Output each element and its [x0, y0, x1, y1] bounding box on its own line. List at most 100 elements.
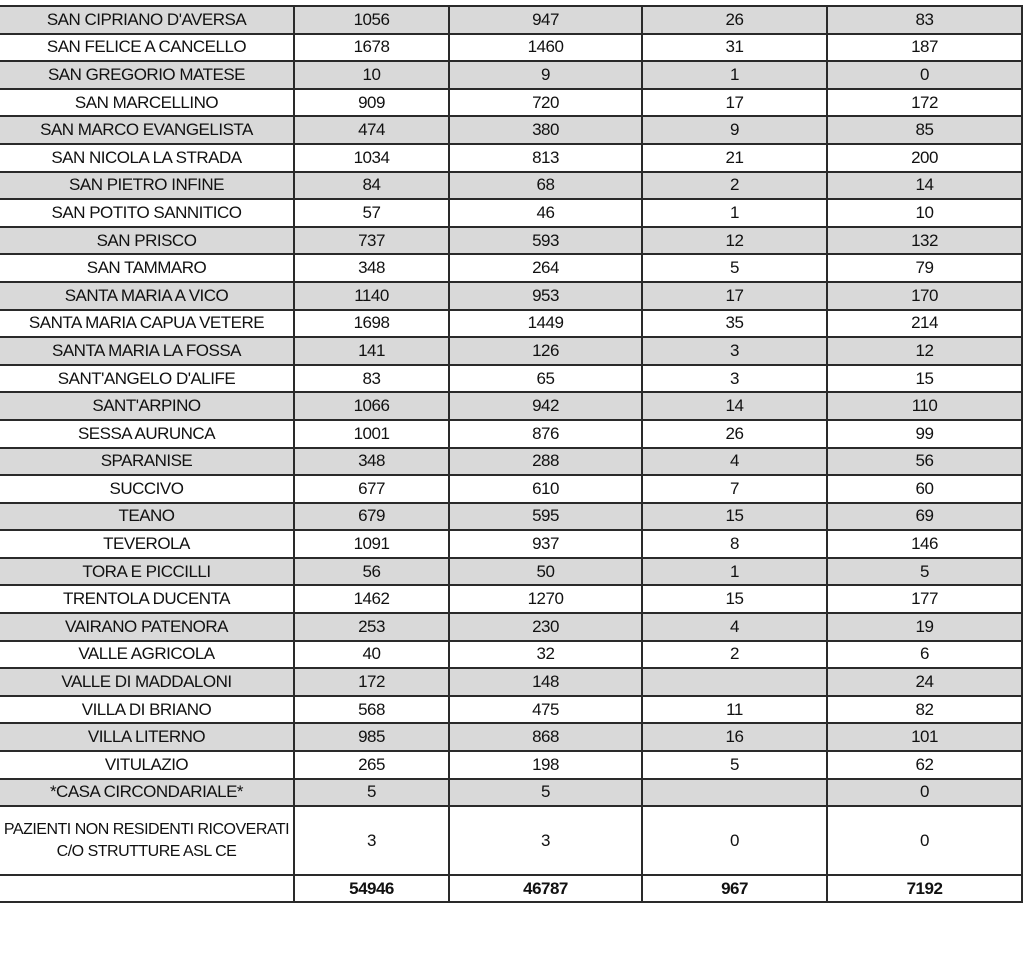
municipality-cell: SESSA AURUNCA	[0, 418, 295, 449]
municipality-cell: SPARANISE	[0, 446, 295, 477]
value-cell: 4	[641, 446, 828, 477]
value-cell: 14	[641, 391, 828, 421]
value-cell: 5	[641, 253, 828, 283]
municipality-cell: SAN FELICE A CANCELLO	[0, 32, 295, 63]
value-cell: 568	[293, 694, 450, 725]
value-cell: 50	[448, 556, 643, 587]
value-cell: 1678	[293, 32, 450, 63]
value-cell: 5	[641, 750, 828, 780]
value-cell: 1	[641, 60, 828, 90]
value-cell: 101	[826, 722, 1023, 753]
value-cell: 876	[448, 418, 643, 449]
value-cell: 0	[826, 60, 1023, 90]
value-cell: 26	[641, 5, 828, 35]
value-cell: 83	[293, 363, 450, 394]
municipality-cell: VILLA LITERNO	[0, 722, 295, 753]
totals-row: 54946 46787 967 7192	[0, 874, 1023, 904]
value-cell: 1270	[448, 584, 643, 615]
value-cell: 12	[641, 225, 828, 256]
total-value-cell: 967	[641, 874, 828, 904]
value-cell: 170	[826, 280, 1023, 311]
municipality-cell: SANT'ANGELO D'ALIFE	[0, 363, 295, 394]
value-cell: 813	[448, 142, 643, 173]
value-cell: 1460	[448, 32, 643, 63]
value-cell: 15	[641, 584, 828, 615]
value-cell: 937	[448, 529, 643, 559]
value-cell: 200	[826, 142, 1023, 173]
municipality-cell: VALLE DI MADDALONI	[0, 667, 295, 697]
value-cell: 16	[641, 722, 828, 753]
value-cell: 10	[293, 60, 450, 90]
value-cell: 24	[826, 667, 1023, 697]
table-row: TEVEROLA 1091 937 8 146	[0, 529, 1023, 559]
municipality-cell: TORA E PICCILLI	[0, 556, 295, 587]
municipality-cell: VITULAZIO	[0, 750, 295, 780]
value-cell: 0	[641, 805, 828, 877]
value-cell: 4	[641, 612, 828, 642]
municipality-cell: SAN GREGORIO MATESE	[0, 60, 295, 90]
value-cell: 2	[641, 639, 828, 670]
value-cell: 475	[448, 694, 643, 725]
table-row: VAIRANO PATENORA 253 230 4 19	[0, 612, 1023, 642]
municipality-cell: VAIRANO PATENORA	[0, 612, 295, 642]
value-cell: 172	[293, 667, 450, 697]
value-cell: 83	[826, 5, 1023, 35]
table-row: VALLE DI MADDALONI 172 148 24	[0, 667, 1023, 697]
value-cell: 909	[293, 87, 450, 118]
value-cell: 85	[826, 115, 1023, 145]
table-row: SAN MARCO EVANGELISTA 474 380 9 85	[0, 115, 1023, 145]
municipality-cell: SANT'ARPINO	[0, 391, 295, 421]
value-cell: 146	[826, 529, 1023, 559]
value-cell: 947	[448, 5, 643, 35]
value-cell: 60	[826, 474, 1023, 504]
value-cell: 677	[293, 474, 450, 504]
table-row: SAN GREGORIO MATESE 10 9 1 0	[0, 60, 1023, 90]
value-cell: 99	[826, 418, 1023, 449]
total-value-cell: 7192	[826, 874, 1023, 904]
value-cell: 110	[826, 391, 1023, 421]
municipality-cell: SAN MARCELLINO	[0, 87, 295, 118]
value-cell: 1034	[293, 142, 450, 173]
value-cell: 214	[826, 308, 1023, 339]
value-cell: 3	[641, 363, 828, 394]
value-cell: 953	[448, 280, 643, 311]
table-row: VILLA LITERNO 985 868 16 101	[0, 722, 1023, 753]
table-row: SAN PIETRO INFINE 84 68 2 14	[0, 170, 1023, 201]
municipality-cell: TEANO	[0, 501, 295, 532]
value-cell: 82	[826, 694, 1023, 725]
value-cell: 141	[293, 336, 450, 366]
value-cell	[641, 667, 828, 697]
value-cell: 12	[826, 336, 1023, 366]
value-cell: 1001	[293, 418, 450, 449]
value-cell: 17	[641, 280, 828, 311]
total-value-cell: 46787	[448, 874, 643, 904]
value-cell: 610	[448, 474, 643, 504]
table-row: VILLA DI BRIANO 568 475 11 82	[0, 694, 1023, 725]
value-cell: 1056	[293, 5, 450, 35]
table-row: SAN PRISCO 737 593 12 132	[0, 225, 1023, 256]
value-cell: 679	[293, 501, 450, 532]
value-cell: 737	[293, 225, 450, 256]
municipality-cell: SUCCIVO	[0, 474, 295, 504]
municipality-cell: TEVEROLA	[0, 529, 295, 559]
value-cell: 7	[641, 474, 828, 504]
value-cell: 3	[448, 805, 643, 877]
table-row: SPARANISE 348 288 4 56	[0, 446, 1023, 477]
value-cell: 253	[293, 612, 450, 642]
table-row: SANT'ANGELO D'ALIFE 83 65 3 15	[0, 363, 1023, 394]
table-row: *CASA CIRCONDARIALE* 5 5 0	[0, 777, 1023, 808]
municipality-cell: TRENTOLA DUCENTA	[0, 584, 295, 615]
value-cell: 62	[826, 750, 1023, 780]
table-row: TORA E PICCILLI 56 50 1 5	[0, 556, 1023, 587]
value-cell: 288	[448, 446, 643, 477]
value-cell: 21	[641, 142, 828, 173]
municipality-cell: SAN TAMMARO	[0, 253, 295, 283]
value-cell: 348	[293, 253, 450, 283]
value-cell: 1462	[293, 584, 450, 615]
value-cell: 19	[826, 612, 1023, 642]
value-cell: 15	[826, 363, 1023, 394]
table-row: SAN CIPRIANO D'AVERSA 1056 947 26 83	[0, 5, 1023, 35]
value-cell: 3	[641, 336, 828, 366]
table-row: SAN FELICE A CANCELLO 1678 1460 31 187	[0, 32, 1023, 63]
value-cell: 79	[826, 253, 1023, 283]
